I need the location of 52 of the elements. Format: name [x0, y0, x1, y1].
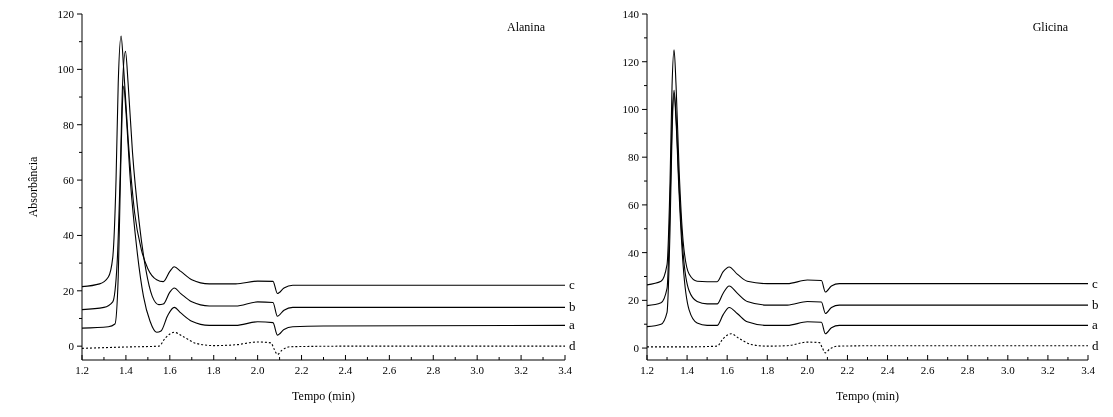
- x-tick-label: 3.0: [470, 364, 485, 376]
- y-tick-label: 60: [63, 174, 75, 187]
- x-tick-label: 3.4: [1081, 364, 1096, 376]
- x-tick-label: 1.4: [119, 364, 134, 376]
- series-label: c: [1092, 275, 1098, 291]
- x-tick-label: 2.4: [880, 364, 895, 376]
- y-tick-label: 80: [628, 151, 640, 164]
- x-tick-label: 2.0: [800, 364, 815, 376]
- series-label: a: [569, 317, 575, 333]
- y-tick-label: 80: [63, 118, 75, 131]
- text: Alanina: [507, 20, 546, 34]
- x-tick-label: 2.6: [382, 364, 397, 376]
- x-tick-label: 1.4: [680, 364, 695, 376]
- x-tick-label: 3.2: [514, 364, 528, 376]
- y-axis-title: Absorbância: [26, 156, 40, 218]
- x-axis-title: Tempo (min): [292, 389, 355, 403]
- y-tick-label: 20: [63, 284, 75, 297]
- y-tick-label: 120: [622, 55, 640, 68]
- y-tick-label: 140: [622, 8, 640, 20]
- x-tick-label: 2.6: [920, 364, 936, 376]
- y-tick-label: 100: [622, 103, 640, 116]
- x-tick-label: 3.2: [1041, 364, 1055, 376]
- series-label: c: [569, 277, 575, 293]
- series-label: b: [569, 299, 576, 315]
- x-tick-label: 2.4: [338, 364, 353, 376]
- y-tick-label: 120: [57, 8, 75, 20]
- text: Glicina: [1032, 20, 1069, 34]
- y-tick-label: 60: [628, 198, 640, 211]
- y-tick-label: 20: [628, 294, 640, 307]
- y-tick-label: 100: [57, 63, 75, 76]
- x-tick-label: 1.6: [720, 364, 735, 376]
- series-label: d: [569, 338, 576, 354]
- x-tick-label: 2.0: [250, 364, 266, 376]
- series-label: d: [1092, 337, 1099, 353]
- series-label: a: [1092, 317, 1098, 333]
- x-tick-label: 3.4: [558, 364, 573, 376]
- x-tick-label: 2.2: [294, 364, 309, 376]
- y-tick-label: 0: [633, 342, 640, 355]
- x-tick-label: 1.6: [162, 364, 178, 376]
- x-tick-label: 2.8: [960, 364, 976, 376]
- x-tick-label: 2.8: [426, 364, 441, 376]
- x-tick-label: 1.2: [640, 364, 654, 376]
- x-tick-label: 3.0: [1000, 364, 1016, 376]
- series-label: b: [1092, 297, 1099, 313]
- x-tick-label: 1.8: [206, 364, 222, 376]
- y-tick-label: 40: [63, 229, 75, 242]
- x-tick-label: 1.2: [75, 364, 89, 376]
- y-tick-label: 40: [628, 246, 640, 259]
- x-axis-title: Tempo (min): [836, 389, 899, 403]
- x-tick-label: 2.2: [840, 364, 855, 376]
- x-tick-label: 1.8: [760, 364, 775, 376]
- y-tick-label: 0: [68, 340, 75, 353]
